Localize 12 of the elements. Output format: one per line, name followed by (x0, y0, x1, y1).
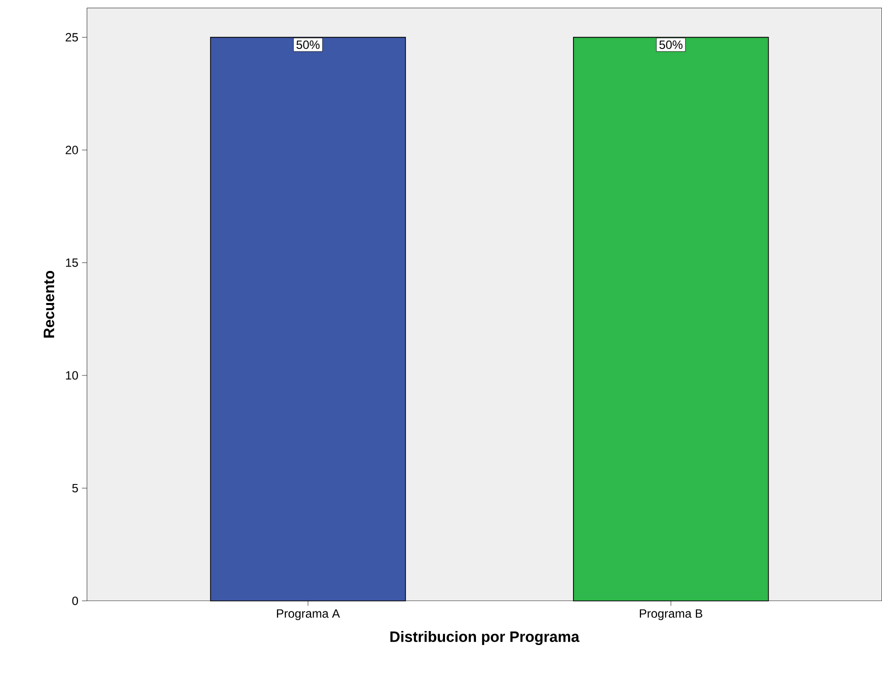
x-axis-title: Distribucion por Programa (390, 631, 580, 646)
x-tick-label: Programa B (640, 609, 702, 620)
y-tick-label: 20 (66, 146, 78, 154)
y-axis-title: Recuento (44, 270, 54, 338)
annotation: 50% (659, 40, 682, 50)
y-tick-label: 25 (66, 33, 78, 42)
x-tick-label: Programa A (276, 609, 340, 620)
y-tick-label: 0 (72, 596, 78, 606)
y-tick-label: 5 (72, 484, 78, 492)
y-tick-label: 15 (66, 258, 78, 267)
y-tick-label: 10 (66, 371, 78, 380)
annotation: 50% (296, 40, 320, 50)
